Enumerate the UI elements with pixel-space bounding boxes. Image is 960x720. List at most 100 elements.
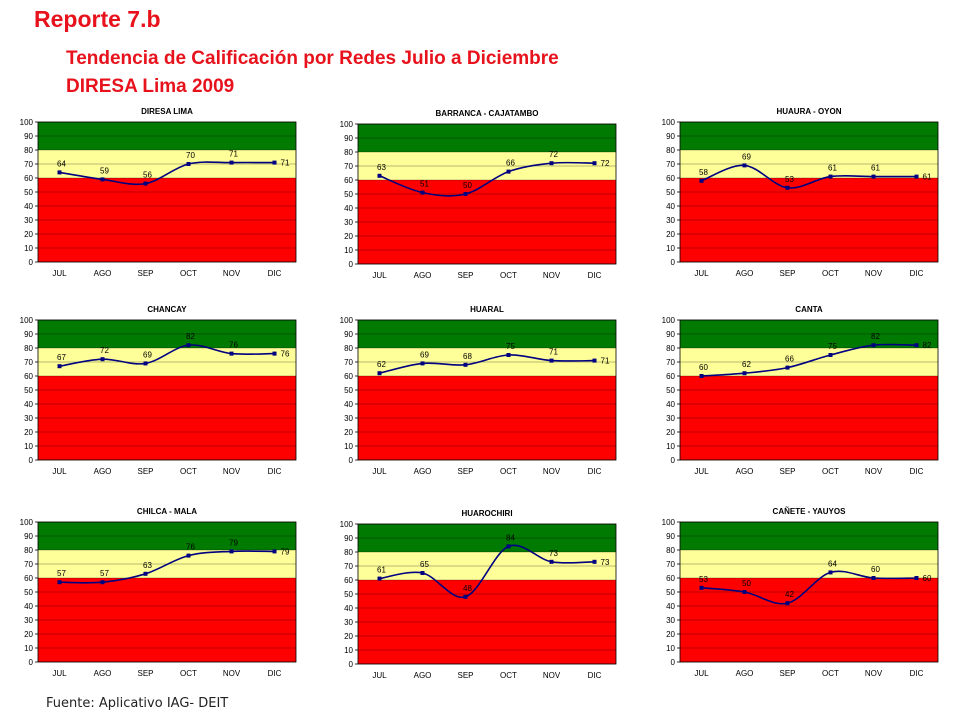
chilca-mala-data-label: 79 (281, 547, 290, 556)
canete-yauyos-ytick-label: 50 (666, 588, 675, 597)
canete-yauyos-ytick-label: 30 (666, 616, 675, 625)
huaura-oyon-ytick-label: 40 (666, 202, 675, 211)
diresa-lima-ytick-label: 20 (24, 230, 33, 239)
canete-yauyos-series-line (701, 570, 917, 605)
chilca-mala-xtick-label: NOV (223, 669, 241, 678)
huarochiri-ytick-label: 70 (344, 562, 353, 571)
diresa-lima-data-label: 70 (186, 151, 195, 160)
huaral-ytick-label: 0 (349, 456, 354, 465)
huarochiri-ytick-label: 0 (349, 660, 354, 669)
huarochiri-ytick-label: 10 (344, 646, 353, 655)
source-note: Fuente: Aplicativo IAG- DEIT (46, 696, 229, 711)
chancay-xtick-label: AGO (94, 467, 112, 476)
huarochiri-data-label: 73 (601, 558, 610, 567)
diresa-lima-ytick-label: 50 (24, 188, 33, 197)
huaral-data-label: 71 (601, 357, 610, 366)
barranca-cajatambo-ytick-label: 90 (344, 134, 353, 143)
huarochiri-xtick-label: DIC (588, 671, 602, 680)
chancay-data-label: 72 (100, 346, 109, 355)
canete-yauyos-data-label: 53 (699, 575, 708, 584)
barranca-cajatambo-ytick-label: 40 (344, 204, 353, 213)
canta-xtick-label: JUL (694, 467, 709, 476)
huarochiri-ytick-label: 20 (344, 632, 353, 641)
barranca-cajatambo-xtick-label: OCT (500, 271, 517, 280)
chancay-ytick-label: 10 (24, 442, 33, 451)
huaura-oyon-data-point (871, 174, 876, 179)
canete-yauyos-data-label: 60 (871, 565, 880, 574)
huaral-series-line (379, 354, 595, 374)
chancay-data-label: 82 (186, 332, 195, 341)
barranca-cajatambo-data-label: 66 (506, 159, 515, 168)
barranca-cajatambo-ytick-label: 50 (344, 190, 353, 199)
canete-yauyos-data-point (699, 585, 704, 590)
chancay-ytick-label: 40 (24, 400, 33, 409)
chancay-ytick-label: 30 (24, 414, 33, 423)
chilca-mala-data-point (229, 549, 234, 554)
canta-xtick-label: AGO (736, 467, 754, 476)
barranca-cajatambo-data-point (506, 169, 511, 174)
report-subtitle-line1: Tendencia de Calificación por Redes Juli… (66, 48, 559, 69)
canete-yauyos-ytick-label: 60 (666, 574, 675, 583)
canta-ytick-label: 60 (666, 372, 675, 381)
chilca-mala-data-point (143, 571, 148, 576)
diresa-lima-data-point (272, 160, 277, 165)
huaura-oyon-ytick-label: 90 (666, 132, 675, 141)
barranca-cajatambo-xtick-label: JUL (372, 271, 387, 280)
canta-ytick-label: 90 (666, 330, 675, 339)
huarochiri-data-point (377, 576, 382, 581)
chancay-xtick-label: NOV (223, 467, 241, 476)
diresa-lima-xtick-label: JUL (52, 269, 67, 278)
barranca-cajatambo-title: BARRANCA - CAJATAMBO (436, 109, 539, 118)
barranca-cajatambo-data-point (420, 190, 425, 195)
barranca-cajatambo-data-point (592, 161, 597, 166)
huaura-oyon-data-label: 61 (923, 173, 932, 182)
chilca-mala-data-label: 57 (100, 569, 109, 578)
barranca-cajatambo-xtick-label: NOV (543, 271, 561, 280)
huaura-oyon-xtick-label: SEP (779, 269, 795, 278)
canete-yauyos-xtick-label: DIC (910, 669, 924, 678)
huaura-oyon-data-point (742, 163, 747, 168)
huarochiri-data-point (506, 544, 511, 549)
report-title: Reporte 7.b (34, 6, 161, 32)
huarochiri-ytick-label: 30 (344, 618, 353, 627)
chancay-xtick-label: JUL (52, 467, 67, 476)
canete-yauyos-ytick-label: 80 (666, 546, 675, 555)
huaura-oyon-ytick-label: 100 (662, 118, 676, 127)
huaral-ytick-label: 30 (344, 414, 353, 423)
barranca-cajatambo-data-label: 72 (549, 150, 558, 159)
chilca-mala-ytick-label: 50 (24, 588, 33, 597)
canete-yauyos-xtick-label: SEP (779, 669, 795, 678)
canta-data-label: 60 (699, 363, 708, 372)
barranca-cajatambo-data-label: 72 (601, 159, 610, 168)
huaral-ytick-label: 90 (344, 330, 353, 339)
chilca-mala-ytick-label: 20 (24, 630, 33, 639)
huarochiri-ytick-label: 50 (344, 590, 353, 599)
barranca-cajatambo-data-point (463, 192, 468, 196)
chancay-data-label: 76 (229, 341, 238, 350)
huarochiri-data-label: 73 (549, 549, 558, 558)
canta-data-label: 62 (742, 360, 751, 369)
huaral-title: HUARAL (470, 305, 504, 314)
huarochiri-data-point (592, 559, 597, 564)
chilca-mala-ytick-label: 80 (24, 546, 33, 555)
barranca-cajatambo-xtick-label: SEP (457, 271, 473, 280)
diresa-lima-data-label: 64 (57, 159, 66, 168)
huaral-data-point (506, 353, 511, 357)
chilca-mala-data-point (186, 553, 191, 558)
canta-data-label: 82 (923, 341, 932, 350)
huarochiri-ytick-label: 100 (340, 520, 354, 529)
canete-yauyos-xtick-label: AGO (736, 669, 754, 678)
diresa-lima-xtick-label: NOV (223, 269, 241, 278)
chilca-mala-data-label: 76 (186, 543, 195, 552)
diresa-lima-data-point (229, 160, 234, 165)
huaura-oyon-ytick-label: 10 (666, 244, 675, 253)
huaura-oyon-xtick-label: JUL (694, 269, 709, 278)
diresa-lima-xtick-label: SEP (137, 269, 153, 278)
huarochiri-data-point (549, 559, 554, 564)
diresa-lima-data-point (186, 162, 191, 166)
chilca-mala-xtick-label: DIC (268, 669, 282, 678)
huarochiri-xtick-label: OCT (500, 671, 517, 680)
huaral-data-label: 68 (463, 352, 472, 361)
huarochiri-data-point (463, 594, 468, 599)
huaral-xtick-label: NOV (543, 467, 561, 476)
